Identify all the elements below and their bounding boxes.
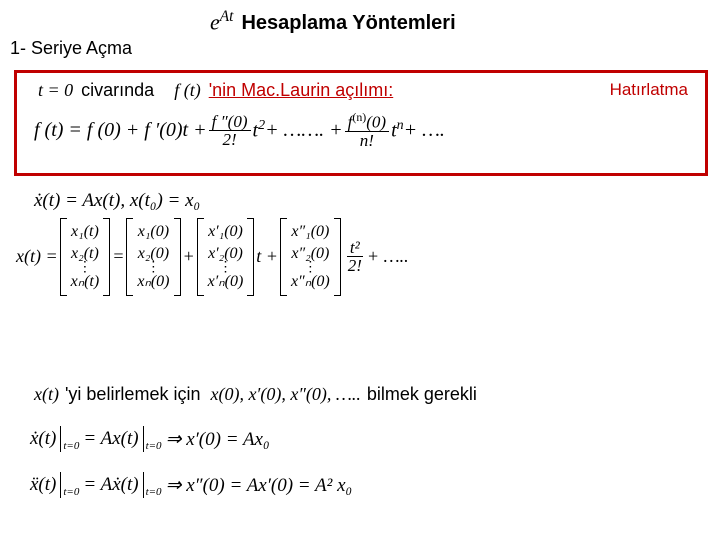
t-to-n: tn (391, 118, 404, 143)
d1-sub: t=0 (60, 426, 79, 452)
matrix-xp0: x′₁(0) x′₂(0) ⋮ x′ₙ(0) (197, 218, 255, 296)
matrix-eq: = (112, 246, 124, 267)
hatirlatma-label: Hatırlatma (610, 80, 688, 100)
d2-mid: = Aẋ(t) (83, 474, 138, 496)
civarinda-label: civarında (81, 80, 154, 101)
need-seq: x(0), x′(0), x″(0), ….. (210, 384, 360, 405)
title-text: Hesaplama Yöntemleri (241, 12, 455, 35)
d2-lhs: ẍ(t) (30, 474, 56, 496)
maclaurin-tail: + …. (404, 119, 445, 142)
matrix-lhs: x(t) = (16, 246, 58, 267)
t-squared: t2 (253, 118, 266, 143)
maclaurin-link[interactable]: 'nin Mac.Laurin açılımı: (209, 80, 394, 101)
need-line: x(t) 'yi belirlemek için x(0), x′(0), x″… (34, 384, 477, 405)
title-formula: eAt (210, 8, 233, 35)
need-xt: x(t) (34, 384, 59, 405)
matrix-t: t + (256, 246, 278, 267)
matrix-expansion: x(t) = x₁(t) x₂(t) ⋮ xₙ(t) = x₁(0) x₂(0)… (16, 218, 409, 296)
matrix-xt: x₁(t) x₂(t) ⋮ xₙ(t) (60, 218, 111, 296)
d2-sub: t=0 (60, 472, 79, 498)
d2-sub2: t=0 (143, 472, 162, 498)
derivative-line-1: ẋ(t) t=0 = Ax(t) t=0 ⇒ x′(0) = Ax₀ (30, 426, 270, 452)
maclaurin-lhs: f (t) = f (0) + f ′(0)t + (34, 119, 207, 142)
d1-result: ⇒ x′(0) = Ax₀ (166, 428, 270, 451)
d1-mid: = Ax(t) (83, 428, 138, 450)
frac-fpp: f ″(0) 2! (209, 113, 251, 148)
derivative-line-2: ẍ(t) t=0 = Aẋ(t) t=0 ⇒ x″(0) = Ax′(0) … (30, 472, 352, 498)
frac-fn: f(n)(0) n! (345, 112, 389, 149)
box-first-line: t = 0 civarında f (t) 'nin Mac.Laurin aç… (38, 80, 393, 101)
f-of-t: f (t) (174, 80, 201, 101)
page-title: eAt Hesaplama Yöntemleri (210, 8, 456, 35)
need-yi: 'yi belirlemek için (65, 384, 200, 405)
matrix-plus1: + (183, 246, 195, 267)
d1-sub2: t=0 (143, 426, 162, 452)
maclaurin-mid: + ……. + (265, 119, 343, 142)
ode-equation: ẋ(t) = Ax(t), x(t₀) = x₀ (34, 190, 200, 212)
d2-result: ⇒ x″(0) = Ax′(0) = A² x₀ (166, 474, 353, 497)
t-equals-zero: t = 0 (38, 80, 73, 101)
maclaurin-equation: f (t) = f (0) + f ′(0)t + f ″(0) 2! t2 +… (34, 112, 445, 149)
section-heading: 1- Seriye Açma (10, 38, 132, 59)
frac-t2: t² 2! (345, 239, 365, 274)
matrix-xpp0: x″₁(0) x″₂(0) ⋮ x″ₙ(0) (280, 218, 341, 296)
need-bilmek: bilmek gerekli (367, 384, 477, 405)
matrix-x0: x₁(0) x₂(0) ⋮ xₙ(0) (126, 218, 180, 296)
matrix-tail: + ….. (367, 246, 409, 267)
d1-lhs: ẋ(t) (30, 428, 56, 450)
